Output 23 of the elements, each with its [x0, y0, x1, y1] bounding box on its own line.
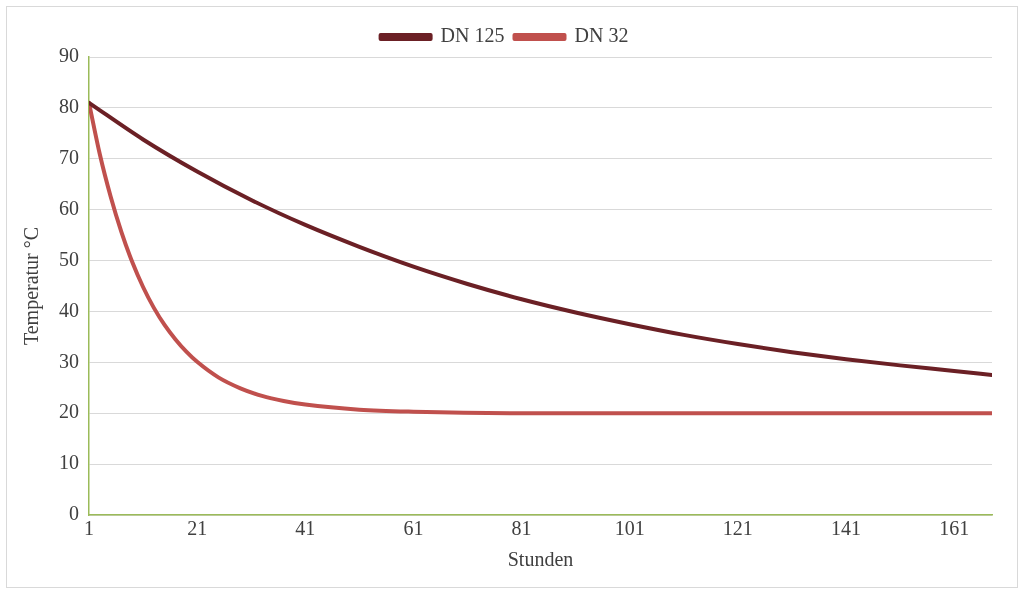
x-tick-label: 121 — [722, 517, 753, 540]
y-tick-label: 0 — [69, 502, 79, 525]
legend-label: DN 125 — [440, 24, 505, 47]
x-tick-label: 61 — [403, 517, 424, 540]
y-tick-label: 90 — [59, 44, 79, 67]
y-tick-label: 80 — [59, 95, 79, 118]
x-axis-title: Stunden — [507, 548, 574, 571]
y-axis-title: Temperatur °C — [20, 226, 44, 346]
x-tick-label: 81 — [511, 517, 532, 540]
y-tick-label: 70 — [59, 146, 79, 169]
legend-label: DN 32 — [574, 24, 629, 47]
y-tick-label: 50 — [59, 247, 79, 270]
x-tick-label: 101 — [614, 517, 645, 540]
y-tick-label: 20 — [59, 400, 79, 423]
y-tick-label: 60 — [59, 196, 79, 219]
y-tick-label: 30 — [59, 349, 79, 372]
y-tick-label: 10 — [59, 451, 79, 474]
x-tick-label: 41 — [295, 517, 316, 540]
y-tick-label: 40 — [59, 298, 79, 321]
x-tick-label: 141 — [831, 517, 862, 540]
x-tick-label: 21 — [187, 517, 208, 540]
x-tick-label: 161 — [939, 517, 970, 540]
x-tick-label: 1 — [84, 517, 94, 540]
